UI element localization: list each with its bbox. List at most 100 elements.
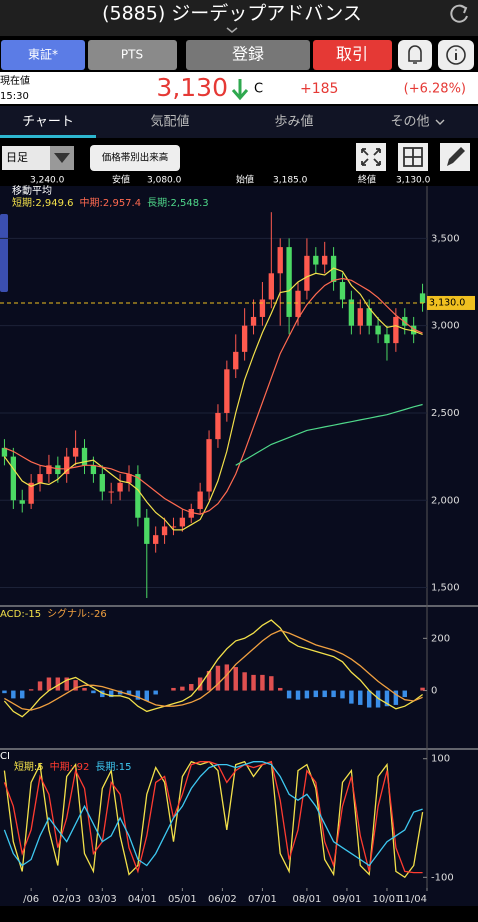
tab[interactable]: 歩み値 — [274, 114, 313, 130]
register-button[interactable] — [186, 40, 310, 70]
candle-body — [304, 255, 310, 291]
close-label: 終値 — [358, 174, 376, 186]
low-value: 3,080.0 — [147, 176, 182, 186]
candle-body — [197, 491, 203, 509]
candle-body — [206, 439, 212, 492]
candle-body — [259, 299, 266, 317]
candle-body — [161, 526, 168, 536]
candle-body — [90, 465, 97, 475]
high-value: 3,240.0 — [30, 176, 65, 186]
series-line — [235, 403, 423, 466]
candle-body — [64, 456, 70, 475]
volume-profile-button[interactable] — [90, 145, 180, 171]
histogram-bar — [304, 690, 310, 699]
candle-body — [339, 282, 346, 300]
market-button[interactable] — [1, 40, 85, 70]
histogram-bar — [366, 690, 372, 708]
down-arrow — [231, 79, 249, 101]
refresh-button[interactable] — [450, 4, 468, 23]
candle-body — [277, 247, 283, 274]
histogram-bar — [11, 690, 16, 699]
histogram-bar — [55, 677, 61, 691]
tab-indicator — [0, 135, 96, 138]
tab[interactable]: 気配値 — [150, 114, 189, 130]
x-tick-label: 06/02 — [208, 894, 237, 905]
histogram-bar — [153, 690, 158, 695]
x-tick-label: 10/01 — [373, 894, 402, 905]
legend-entry: 短期:2,949.6 — [12, 196, 74, 209]
histogram-bar — [46, 677, 52, 691]
current-price: 3,130 — [156, 73, 228, 102]
candle-body — [241, 325, 248, 352]
x-tick-label: 07/01 — [248, 894, 277, 905]
histogram-bar — [286, 690, 292, 699]
register-label: 登録 — [232, 45, 264, 64]
candle-body — [55, 465, 61, 475]
tab[interactable]: チャート — [22, 115, 74, 130]
candle-body — [144, 517, 150, 544]
market-label: 東証* — [28, 48, 58, 62]
histogram-bar — [73, 680, 78, 691]
histogram-bar — [322, 690, 327, 698]
candle-body — [72, 447, 79, 457]
series-line — [3, 619, 423, 718]
tab-chevron — [435, 119, 445, 125]
candle-body — [46, 465, 52, 475]
pts-label: PTS — [121, 48, 143, 62]
title-bar — [0, 0, 478, 36]
candle-body — [348, 299, 355, 326]
histogram-bar — [242, 672, 247, 691]
page-title: (5885) ジーデップアドバンス — [102, 3, 362, 25]
x-tick-label: /06 — [23, 894, 39, 905]
open-label: 始値 — [236, 174, 254, 186]
pts-button[interactable] — [88, 40, 177, 70]
histogram-bar — [2, 690, 7, 694]
draw-button[interactable] — [440, 143, 470, 171]
chart-title: 移動平均 — [12, 184, 52, 197]
candle-body — [170, 526, 177, 528]
alert-button[interactable] — [398, 40, 432, 70]
histogram-bar — [197, 677, 203, 691]
legend-entry: 短期:5 — [14, 760, 44, 773]
histogram-bar — [189, 684, 194, 691]
legend-entry: ACD:-15 — [0, 609, 41, 620]
info-button[interactable] — [438, 40, 474, 70]
histogram-bar — [260, 674, 265, 691]
x-tick-label: 03/03 — [88, 894, 117, 905]
title-chevron — [226, 27, 238, 33]
candle-body — [215, 412, 221, 440]
histogram-bar — [340, 690, 345, 699]
layout-button[interactable] — [398, 143, 428, 171]
trade-button[interactable] — [313, 40, 392, 70]
candle-body — [28, 482, 34, 504]
candle-body — [99, 474, 105, 492]
tab[interactable]: その他 — [390, 115, 429, 130]
period-label: 日足 — [6, 151, 28, 164]
histogram-bar — [91, 690, 96, 694]
dropdown-arrow — [54, 153, 70, 163]
candle-body — [179, 517, 186, 527]
histogram-bar — [135, 690, 141, 700]
side-tab[interactable] — [0, 214, 8, 292]
candle-body — [37, 474, 43, 483]
candle-body — [188, 508, 194, 518]
y-tick-label: 2,000 — [431, 495, 460, 506]
x-tick-label: 09/01 — [333, 894, 362, 905]
series-line — [3, 761, 423, 867]
candle-body — [295, 290, 301, 317]
histogram-bar — [224, 664, 230, 691]
candle-body — [108, 491, 114, 493]
y-tick-label: 100 — [431, 754, 450, 765]
candle-body — [268, 273, 274, 300]
legend-entry: 中期:2,957.4 — [80, 196, 142, 209]
quote-time: 15:30 — [0, 91, 29, 102]
open-value: 3,185.0 — [273, 176, 308, 186]
candle-body — [419, 293, 426, 303]
y-tick-label: 3,500 — [431, 233, 460, 244]
candle-body — [233, 351, 239, 370]
candle-body — [10, 456, 17, 501]
series-line — [3, 760, 423, 874]
y-tick-label: 0 — [431, 686, 437, 697]
expand-button[interactable] — [356, 143, 386, 171]
close-value: 3,130.0 — [396, 176, 431, 186]
